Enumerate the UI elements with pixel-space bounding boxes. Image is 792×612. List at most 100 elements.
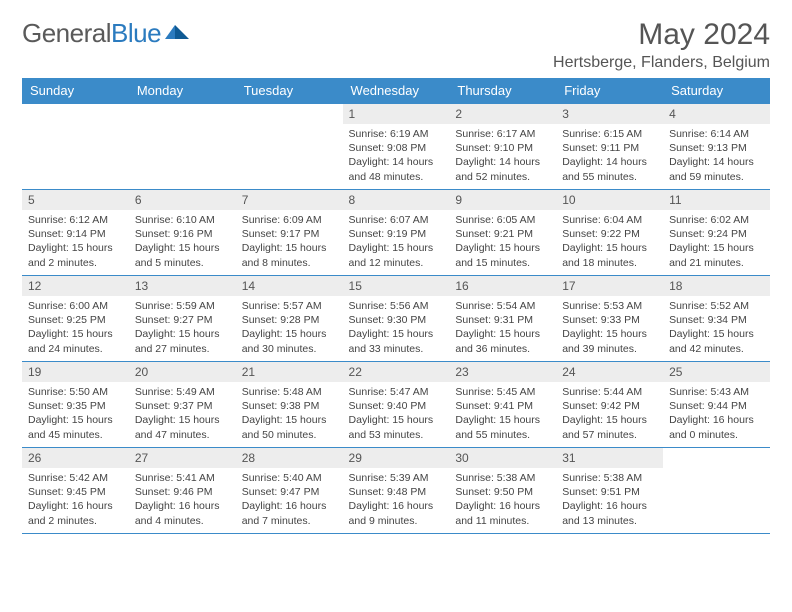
calendar-cell: 15Sunrise: 5:56 AMSunset: 9:30 PMDayligh… <box>343 276 450 362</box>
calendar-week: 12Sunrise: 6:00 AMSunset: 9:25 PMDayligh… <box>22 276 770 362</box>
day-line: Sunrise: 6:17 AM <box>455 127 550 141</box>
day-line: Sunrise: 5:48 AM <box>242 385 337 399</box>
calendar-cell: 16Sunrise: 5:54 AMSunset: 9:31 PMDayligh… <box>449 276 556 362</box>
day-line: Daylight: 16 hours and 11 minutes. <box>455 499 550 527</box>
calendar-week: 5Sunrise: 6:12 AMSunset: 9:14 PMDaylight… <box>22 190 770 276</box>
day-line: Sunrise: 5:52 AM <box>669 299 764 313</box>
day-line: Sunset: 9:30 PM <box>349 313 444 327</box>
day-line: Sunset: 9:50 PM <box>455 485 550 499</box>
day-number: 14 <box>236 276 343 296</box>
day-line: Sunrise: 5:38 AM <box>455 471 550 485</box>
calendar-cell: 8Sunrise: 6:07 AMSunset: 9:19 PMDaylight… <box>343 190 450 276</box>
day-line: Sunset: 9:11 PM <box>562 141 657 155</box>
day-line: Sunset: 9:14 PM <box>28 227 123 241</box>
day-line: Daylight: 14 hours and 55 minutes. <box>562 155 657 183</box>
calendar-cell: 3Sunrise: 6:15 AMSunset: 9:11 PMDaylight… <box>556 104 663 190</box>
day-body: Sunrise: 6:09 AMSunset: 9:17 PMDaylight:… <box>236 210 343 274</box>
calendar-cell: 4 Sunrise: 6:14 AMSunset: 9:13 PMDaylight… <box>663 104 770 190</box>
day-number: 4 <box>663 104 770 124</box>
day-line: Sunset: 9:19 PM <box>349 227 444 241</box>
day-line: Sunrise: 5:53 AM <box>562 299 657 313</box>
calendar-week: 19Sunrise: 5:50 AMSunset: 9:35 PMDayligh… <box>22 362 770 448</box>
calendar-cell: 13Sunrise: 5:59 AMSunset: 9:27 PMDayligh… <box>129 276 236 362</box>
day-number: 19 <box>22 362 129 382</box>
day-number: 13 <box>129 276 236 296</box>
weekday-header: Tuesday <box>236 78 343 104</box>
brand-logo: GeneralBlue <box>22 18 191 49</box>
day-line: Sunset: 9:31 PM <box>455 313 550 327</box>
day-line: Sunrise: 5:44 AM <box>562 385 657 399</box>
day-number: 31 <box>556 448 663 468</box>
day-number: 25 <box>663 362 770 382</box>
brand-part1: General <box>22 18 111 48</box>
day-number: 3 <box>556 104 663 124</box>
day-body: Sunrise: 6:12 AMSunset: 9:14 PMDaylight:… <box>22 210 129 274</box>
weekday-header: Thursday <box>449 78 556 104</box>
day-number: 5 <box>22 190 129 210</box>
day-line: Daylight: 15 hours and 39 minutes. <box>562 327 657 355</box>
calendar-cell <box>22 104 129 190</box>
calendar-cell: 2Sunrise: 6:17 AMSunset: 9:10 PMDaylight… <box>449 104 556 190</box>
brand-text: GeneralBlue <box>22 18 161 49</box>
day-line: Daylight: 15 hours and 5 minutes. <box>135 241 230 269</box>
day-number: 30 <box>449 448 556 468</box>
day-line: Daylight: 15 hours and 42 minutes. <box>669 327 764 355</box>
day-line: Daylight: 15 hours and 21 minutes. <box>669 241 764 269</box>
day-line: Sunset: 9:34 PM <box>669 313 764 327</box>
day-body: Sunrise: 5:49 AMSunset: 9:37 PMDaylight:… <box>129 382 236 446</box>
day-line: Sunrise: 6:15 AM <box>562 127 657 141</box>
day-line: Sunset: 9:47 PM <box>242 485 337 499</box>
day-line: Sunrise: 5:41 AM <box>135 471 230 485</box>
day-body: Sunrise: 5:43 AMSunset: 9:44 PMDaylight:… <box>663 382 770 446</box>
weekday-header: Sunday <box>22 78 129 104</box>
day-line: Sunrise: 6:09 AM <box>242 213 337 227</box>
day-line: Sunrise: 5:39 AM <box>349 471 444 485</box>
calendar-cell: 25Sunrise: 5:43 AMSunset: 9:44 PMDayligh… <box>663 362 770 448</box>
day-line: Sunset: 9:10 PM <box>455 141 550 155</box>
day-line: Sunrise: 6:00 AM <box>28 299 123 313</box>
calendar-week: 1Sunrise: 6:19 AMSunset: 9:08 PMDaylight… <box>22 104 770 190</box>
day-body: Sunrise: 6:02 AMSunset: 9:24 PMDaylight:… <box>663 210 770 274</box>
day-line: Sunrise: 5:38 AM <box>562 471 657 485</box>
day-line: Daylight: 16 hours and 0 minutes. <box>669 413 764 441</box>
day-line: Daylight: 16 hours and 9 minutes. <box>349 499 444 527</box>
day-line: Sunset: 9:41 PM <box>455 399 550 413</box>
day-line: Sunset: 9:17 PM <box>242 227 337 241</box>
month-year: May 2024 <box>553 18 770 52</box>
day-line: Sunset: 9:46 PM <box>135 485 230 499</box>
day-number: 21 <box>236 362 343 382</box>
calendar-cell: 18 Sunrise: 5:52 AMSunset: 9:34 PMDayligh… <box>663 276 770 362</box>
day-line: Daylight: 16 hours and 2 minutes. <box>28 499 123 527</box>
calendar-cell: 24Sunrise: 5:44 AMSunset: 9:42 PMDayligh… <box>556 362 663 448</box>
day-line: Sunrise: 6:14 AM <box>669 127 764 141</box>
day-line: Sunrise: 5:56 AM <box>349 299 444 313</box>
day-number: 18 <box>663 276 770 296</box>
day-number: 29 <box>343 448 450 468</box>
day-line: Sunset: 9:33 PM <box>562 313 657 327</box>
day-number: 10 <box>556 190 663 210</box>
day-body: Sunrise: 5:39 AMSunset: 9:48 PMDaylight:… <box>343 468 450 532</box>
day-line: Daylight: 15 hours and 50 minutes. <box>242 413 337 441</box>
calendar-cell: 6Sunrise: 6:10 AMSunset: 9:16 PMDaylight… <box>129 190 236 276</box>
day-line: Sunset: 9:13 PM <box>669 141 764 155</box>
day-body: Sunrise: 5:42 AMSunset: 9:45 PMDaylight:… <box>22 468 129 532</box>
calendar-cell: 14Sunrise: 5:57 AMSunset: 9:28 PMDayligh… <box>236 276 343 362</box>
day-number: 1 <box>343 104 450 124</box>
calendar-cell: 12Sunrise: 6:00 AMSunset: 9:25 PMDayligh… <box>22 276 129 362</box>
day-line: Sunset: 9:27 PM <box>135 313 230 327</box>
day-body: Sunrise: 6:07 AMSunset: 9:19 PMDaylight:… <box>343 210 450 274</box>
day-line: Sunrise: 5:42 AM <box>28 471 123 485</box>
location: Hertsberge, Flanders, Belgium <box>553 54 770 72</box>
day-body: Sunrise: 6:15 AMSunset: 9:11 PMDaylight:… <box>556 124 663 188</box>
day-line: Daylight: 15 hours and 53 minutes. <box>349 413 444 441</box>
day-line: Sunrise: 6:07 AM <box>349 213 444 227</box>
day-body: Sunrise: 6:05 AMSunset: 9:21 PMDaylight:… <box>449 210 556 274</box>
day-line: Sunrise: 5:40 AM <box>242 471 337 485</box>
day-line: Daylight: 14 hours and 59 minutes. <box>669 155 764 183</box>
calendar-cell: 20Sunrise: 5:49 AMSunset: 9:37 PMDayligh… <box>129 362 236 448</box>
calendar-cell: 1Sunrise: 6:19 AMSunset: 9:08 PMDaylight… <box>343 104 450 190</box>
day-line: Sunset: 9:28 PM <box>242 313 337 327</box>
day-line: Sunset: 9:35 PM <box>28 399 123 413</box>
day-line: Sunrise: 5:45 AM <box>455 385 550 399</box>
brand-part2: Blue <box>111 18 161 48</box>
